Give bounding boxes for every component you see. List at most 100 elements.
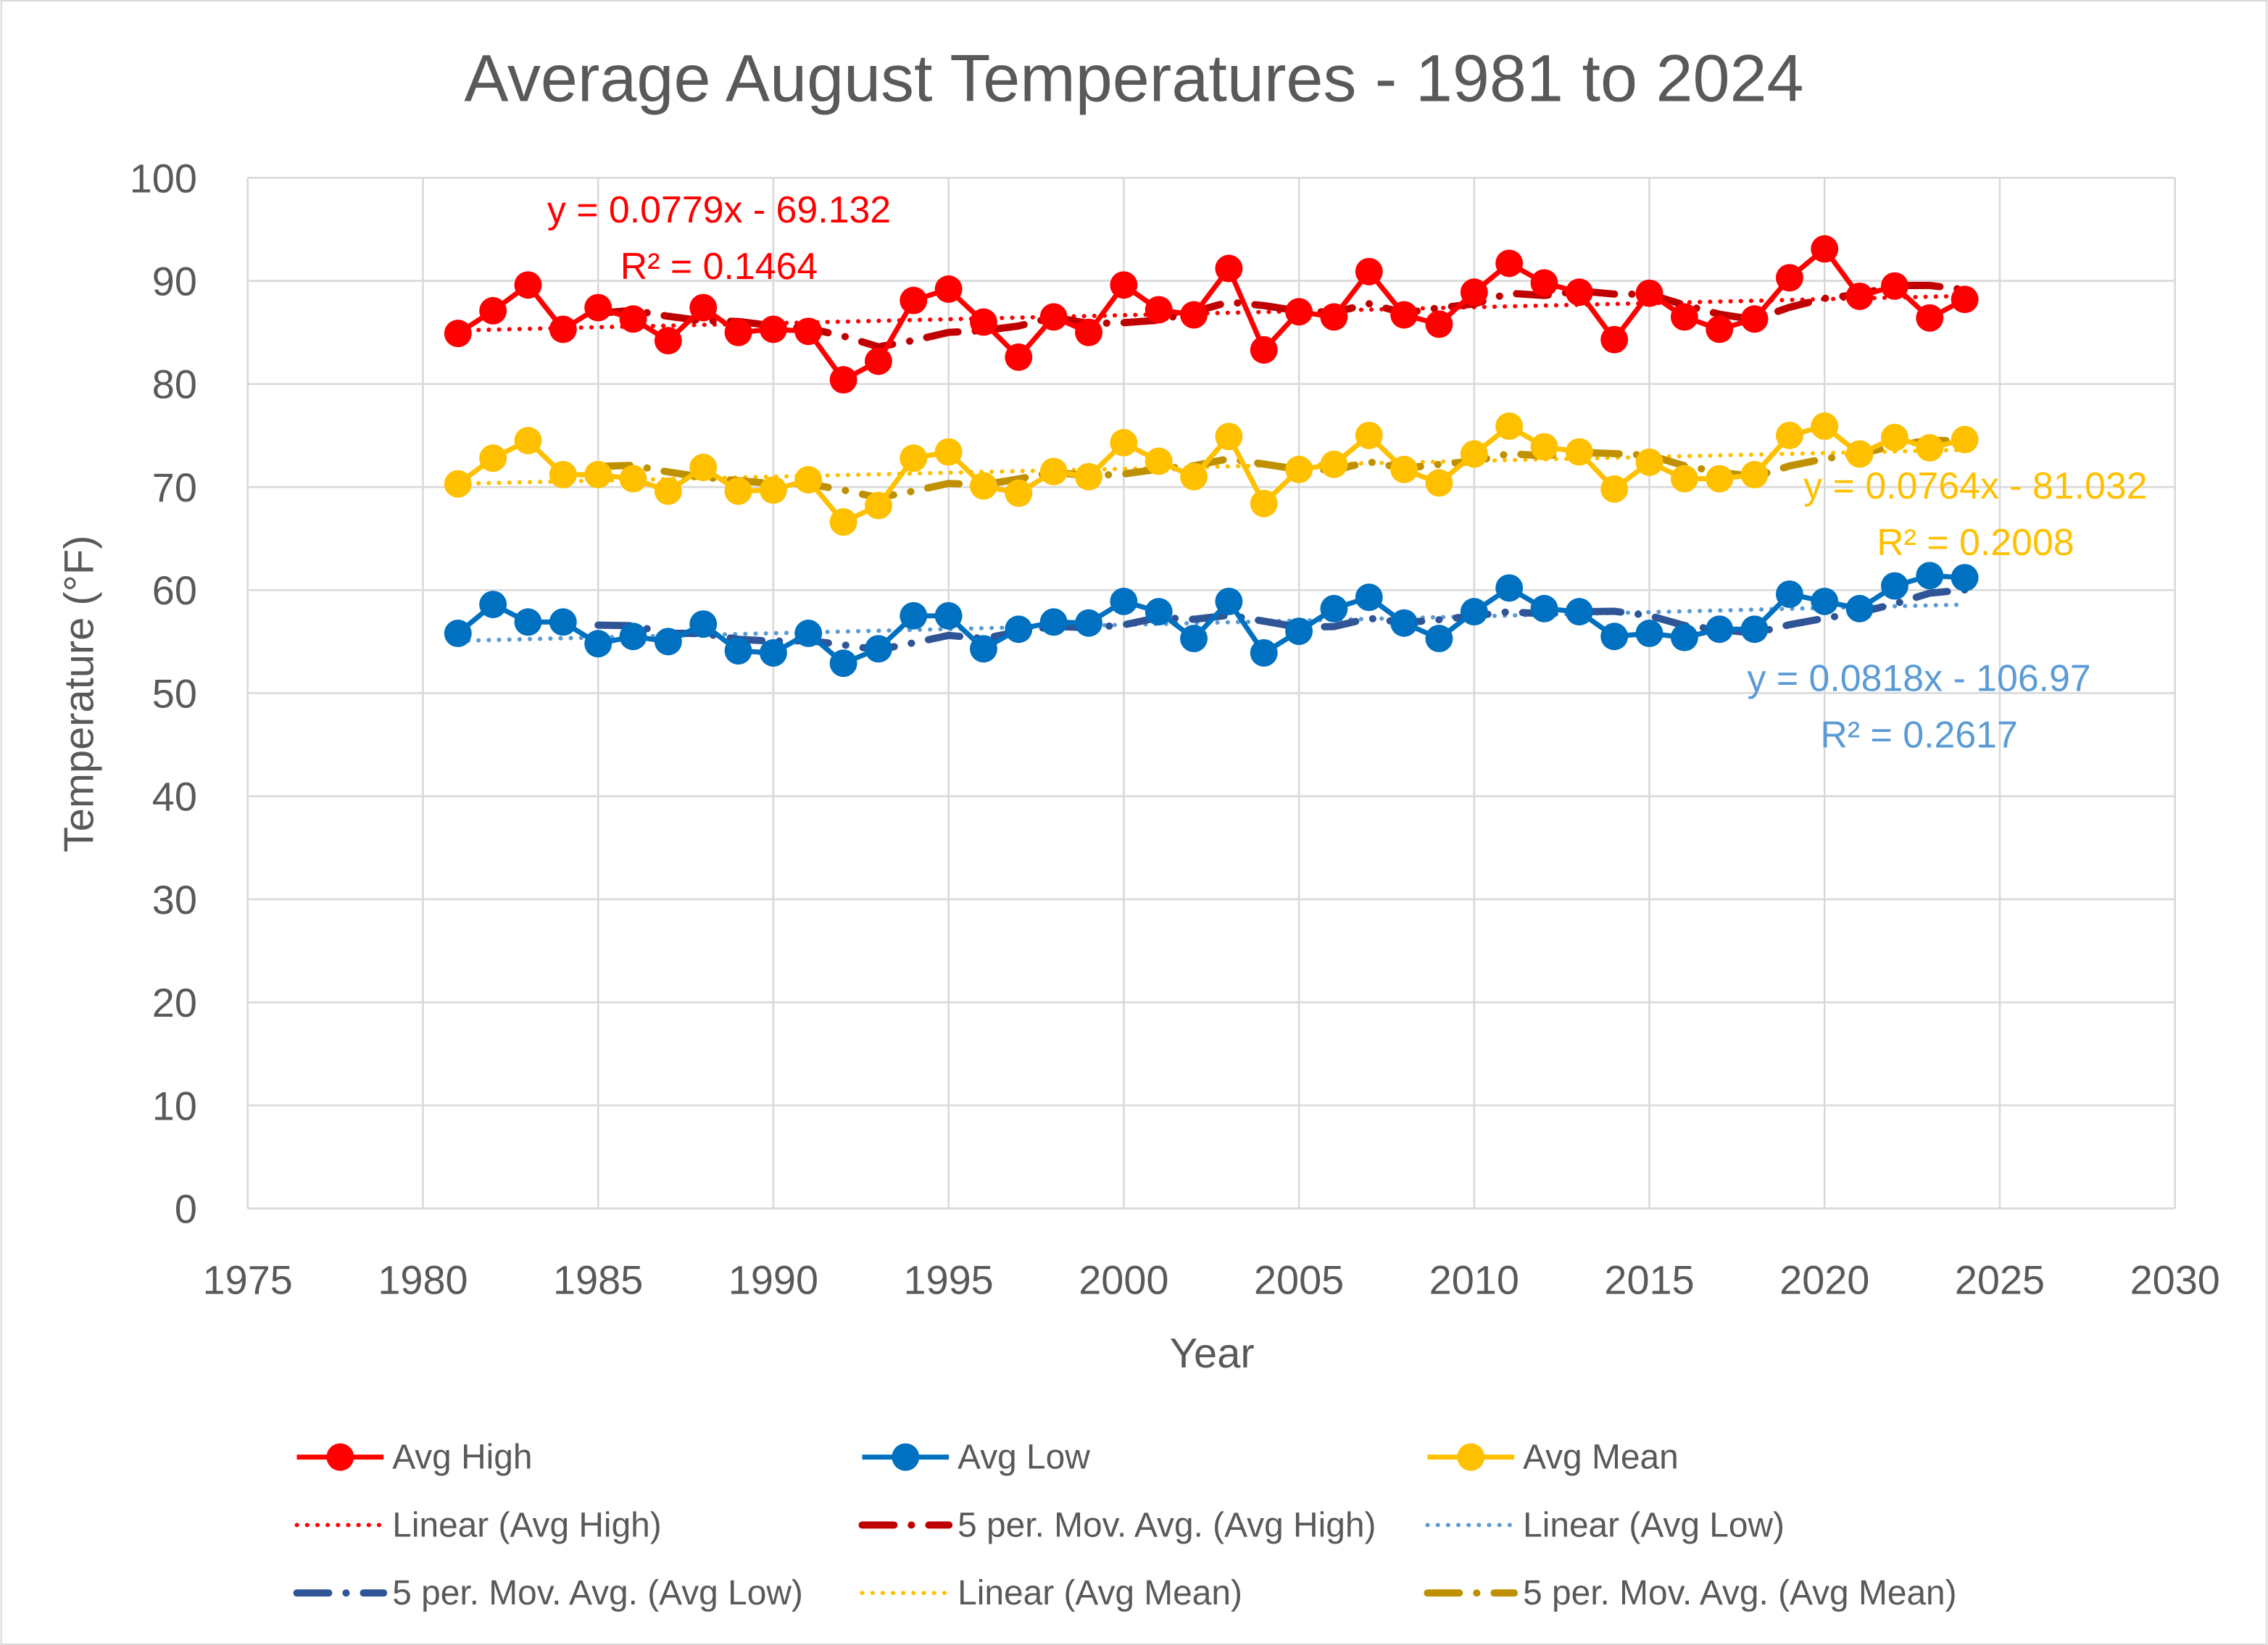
data-point-avg-low xyxy=(1460,598,1488,626)
data-point-avg-low xyxy=(549,608,577,636)
data-point-avg-high xyxy=(444,320,472,348)
data-point-avg-low xyxy=(1811,587,1839,615)
legend-label: 5 per. Mov. Avg. (Avg High) xyxy=(958,1506,1376,1544)
data-point-avg-mean xyxy=(1250,489,1278,517)
data-point-avg-high xyxy=(934,275,963,303)
data-point-avg-mean xyxy=(829,508,857,536)
y-tick-label: 20 xyxy=(152,980,197,1025)
data-point-avg-mean xyxy=(794,466,823,494)
legend-item: 5 per. Mov. Avg. (Avg Low) xyxy=(293,1574,803,1612)
data-point-avg-high xyxy=(549,315,577,343)
data-point-avg-high xyxy=(900,286,928,315)
y-tick-label: 90 xyxy=(152,259,197,304)
data-point-avg-mean xyxy=(654,477,682,505)
data-point-avg-mean xyxy=(479,444,507,472)
data-point-avg-mean xyxy=(1215,422,1243,451)
data-point-avg-high xyxy=(1880,272,1908,300)
x-tick-label: 2025 xyxy=(1955,1257,2045,1302)
data-point-avg-low xyxy=(1670,623,1698,651)
data-point-avg-low xyxy=(1075,609,1102,637)
data-point-avg-high xyxy=(1180,301,1208,329)
data-point-avg-low xyxy=(1320,594,1348,622)
data-point-avg-low xyxy=(1880,572,1908,600)
data-point-avg-high xyxy=(1320,303,1348,331)
data-point-avg-high xyxy=(514,271,542,299)
legend-item: Linear (Avg High) xyxy=(294,1506,662,1544)
data-point-avg-high xyxy=(689,293,718,322)
data-point-avg-mean xyxy=(1845,440,1874,468)
data-point-avg-high xyxy=(1075,318,1102,346)
data-point-avg-high xyxy=(1530,269,1558,297)
data-point-avg-mean xyxy=(864,491,892,520)
data-point-avg-low xyxy=(1775,580,1803,608)
trendline-5-per-mov-avg-avg-high- xyxy=(594,281,1969,351)
data-point-avg-high xyxy=(1670,303,1698,331)
data-point-avg-mean xyxy=(1706,465,1734,493)
data-point-avg-low xyxy=(1285,617,1313,646)
data-point-avg-mean xyxy=(1285,455,1313,483)
data-point-avg-high xyxy=(1215,254,1243,283)
data-point-avg-mean xyxy=(1565,438,1593,466)
data-point-avg-low xyxy=(1706,615,1734,644)
legend-item: Linear (Avg Low) xyxy=(1425,1506,1785,1544)
data-point-avg-low xyxy=(829,649,857,678)
data-point-avg-mean xyxy=(900,444,928,472)
legend-label: Avg High xyxy=(392,1438,532,1477)
r2-avg-low: R² = 0.2617 xyxy=(1820,713,2017,755)
data-point-avg-low xyxy=(1600,622,1629,651)
data-point-avg-high xyxy=(759,315,787,343)
data-point-avg-high xyxy=(829,366,857,394)
data-point-avg-high xyxy=(724,318,752,346)
data-point-avg-low xyxy=(1390,609,1418,637)
legend-item: Avg Mean xyxy=(1427,1438,1679,1477)
data-point-avg-high xyxy=(1355,257,1383,286)
data-point-avg-high xyxy=(1740,305,1769,333)
data-point-avg-high xyxy=(1775,264,1803,292)
equation-avg-mean: y = 0.0764x - 81.032 xyxy=(1803,465,2147,507)
legend-label: Linear (Avg Low) xyxy=(1523,1506,1785,1544)
data-point-avg-mean xyxy=(1916,434,1944,462)
data-point-avg-low xyxy=(654,628,682,656)
r2-avg-high: R² = 0.1464 xyxy=(620,245,818,287)
y-tick-label: 0 xyxy=(175,1186,197,1232)
y-tick-label: 80 xyxy=(152,362,197,407)
x-tick-label: 1995 xyxy=(904,1257,994,1302)
data-point-avg-low xyxy=(934,601,963,630)
x-tick-label: 1975 xyxy=(203,1257,293,1302)
data-point-avg-mean xyxy=(724,477,752,505)
data-point-avg-high xyxy=(1425,310,1453,338)
x-axis-title: Year xyxy=(1170,1330,1255,1377)
legend-label: Avg Low xyxy=(958,1438,1090,1477)
data-point-avg-mean xyxy=(1320,450,1348,478)
data-point-avg-low xyxy=(689,610,718,638)
data-point-avg-mean xyxy=(1145,447,1173,475)
data-point-avg-high xyxy=(584,293,612,322)
data-point-avg-high xyxy=(654,327,682,355)
y-tick-label: 70 xyxy=(152,465,197,510)
data-point-avg-high xyxy=(1460,278,1488,307)
equation-avg-high: y = 0.0779x - 69.132 xyxy=(547,188,891,230)
data-point-avg-mean xyxy=(1390,455,1418,483)
y-axis-title: Temperature (°F) xyxy=(56,536,102,853)
data-point-avg-low xyxy=(1565,598,1593,626)
data-point-avg-mean xyxy=(1635,448,1663,476)
data-point-avg-mean xyxy=(689,454,718,481)
data-point-avg-high xyxy=(1495,249,1524,278)
data-point-avg-mean xyxy=(1180,462,1208,491)
data-point-avg-high xyxy=(1635,279,1663,307)
data-point-avg-high xyxy=(1706,315,1734,343)
data-point-avg-low xyxy=(1495,574,1524,602)
data-point-avg-high xyxy=(1145,296,1173,324)
data-point-avg-mean xyxy=(1460,440,1488,468)
data-point-avg-low xyxy=(1951,564,1979,592)
legend-item: Avg High xyxy=(296,1438,533,1477)
data-point-avg-mean xyxy=(1039,457,1068,486)
data-point-avg-mean xyxy=(1880,423,1908,451)
y-tick-label: 50 xyxy=(152,670,197,716)
data-point-avg-high xyxy=(1565,278,1593,307)
data-point-avg-low xyxy=(514,608,542,636)
legend-item: Avg Low xyxy=(862,1438,1090,1477)
data-point-avg-low xyxy=(1145,598,1173,626)
